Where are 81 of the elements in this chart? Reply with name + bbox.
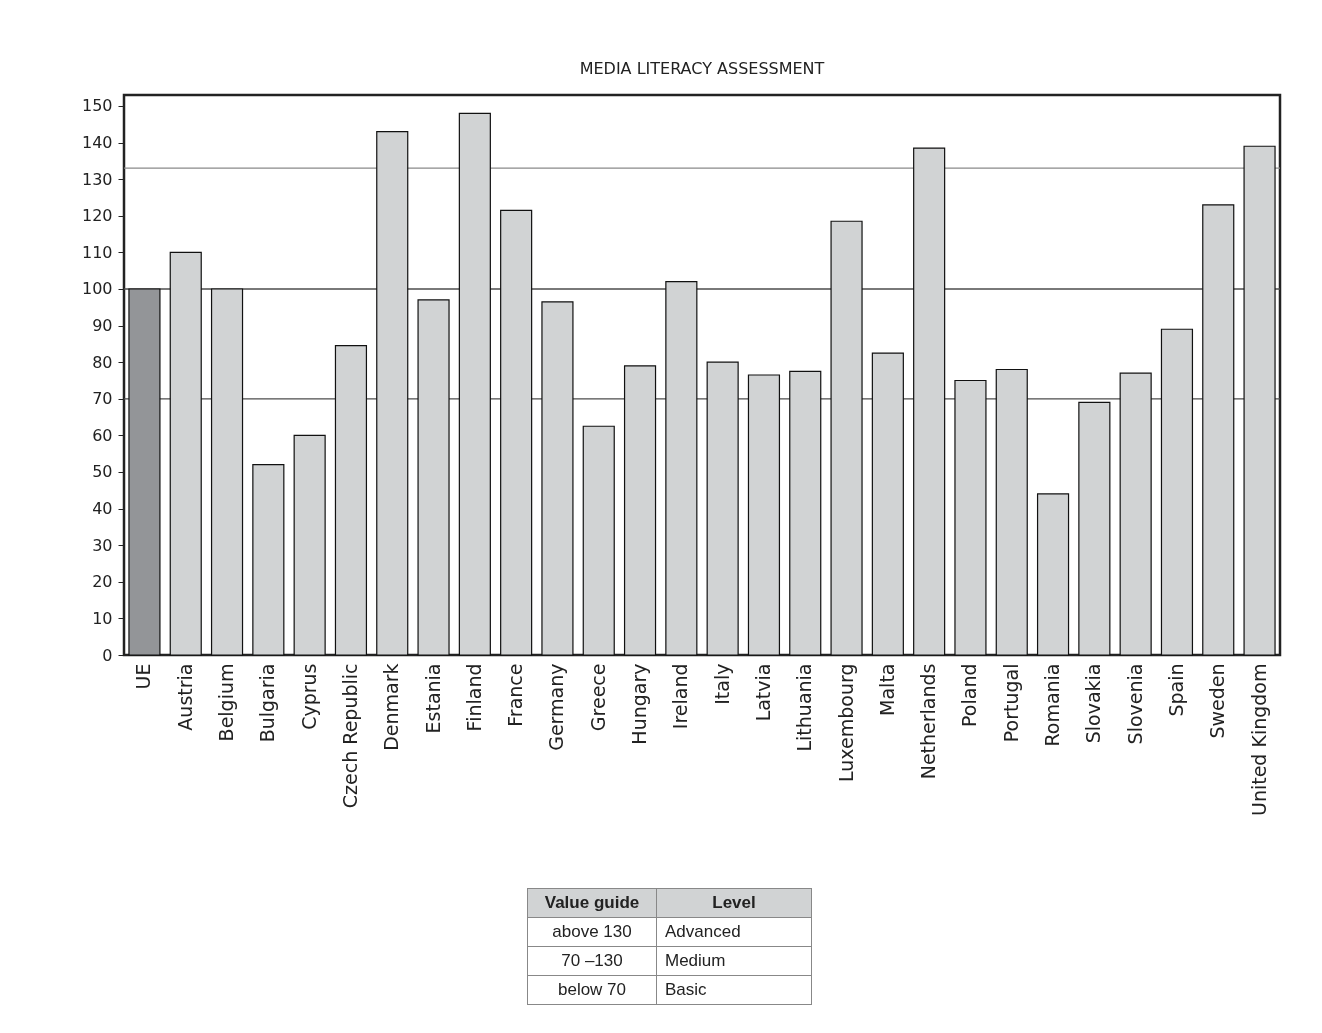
y-tick-label: 0 xyxy=(102,645,113,665)
text: above 130 xyxy=(527,917,657,947)
bar xyxy=(830,220,863,656)
bar xyxy=(913,147,946,656)
bar xyxy=(582,425,615,656)
bar xyxy=(1036,493,1070,656)
bar xyxy=(623,365,657,656)
x-tick-label: France xyxy=(504,663,527,727)
bar xyxy=(1202,204,1235,656)
y-tick-label: 30 xyxy=(92,535,113,555)
x-tick-label: Poland xyxy=(958,663,981,727)
x-tick-label: Denmark xyxy=(380,663,403,751)
x-tick-label: Hungary xyxy=(628,663,651,745)
x-tick-label: United Kingdom xyxy=(1247,663,1270,817)
bar xyxy=(1078,401,1111,656)
bar xyxy=(376,131,409,656)
x-tick-label: Estania xyxy=(421,663,444,734)
x-tick-label: Malta xyxy=(875,663,898,716)
bar xyxy=(706,361,739,656)
x-tick-label: Belgium xyxy=(215,663,238,742)
bar xyxy=(747,374,781,656)
x-tick-label: Finland xyxy=(462,663,485,732)
x-tick-label: Romania xyxy=(1041,663,1064,747)
text: below 70 xyxy=(527,975,657,1005)
y-tick-label: 80 xyxy=(92,352,113,372)
bar xyxy=(541,301,574,656)
bar xyxy=(1160,328,1194,656)
x-tick-label: Slovenia xyxy=(1123,663,1146,745)
bar xyxy=(789,370,822,656)
x-tick-label: Portugal xyxy=(999,663,1022,743)
x-tick-label: Germany xyxy=(545,663,568,751)
bar xyxy=(128,288,161,656)
y-tick-label: 60 xyxy=(92,425,113,445)
x-tick-label: Austria xyxy=(173,663,196,731)
bar xyxy=(995,368,1028,656)
bar xyxy=(871,352,904,656)
x-tick-label: Spain xyxy=(1164,663,1187,717)
y-tick-label: 40 xyxy=(92,499,113,519)
y-tick-label: 90 xyxy=(92,316,113,336)
bar xyxy=(252,464,285,656)
bar xyxy=(169,251,202,656)
x-tick-label: Luxembourg xyxy=(834,663,857,782)
text: Value guide xyxy=(527,888,657,918)
y-tick-label: 110 xyxy=(81,242,113,262)
y-tick-label: 150 xyxy=(81,96,113,116)
bar xyxy=(417,299,450,656)
bar xyxy=(500,209,533,656)
text: Level xyxy=(656,888,812,918)
bar xyxy=(1119,372,1152,656)
x-tick-label: Lithuania xyxy=(793,663,816,752)
x-tick-label: Greece xyxy=(586,663,609,732)
text: Basic xyxy=(656,975,812,1005)
y-tick-label: 100 xyxy=(81,279,113,299)
x-tick-label: UE xyxy=(132,663,155,690)
y-tick-label: 140 xyxy=(81,133,113,153)
bar xyxy=(1243,145,1276,656)
x-tick-label: Ireland xyxy=(669,663,692,730)
x-tick-label: Slovakia xyxy=(1082,663,1105,744)
y-tick-label: 20 xyxy=(92,572,113,592)
x-tick-label: Bulgaria xyxy=(256,663,279,743)
x-tick-label: Czech Republic xyxy=(338,663,361,809)
bar xyxy=(293,434,326,656)
text: Medium xyxy=(656,946,812,976)
x-tick-label: Netherlands xyxy=(917,663,940,780)
y-tick-label: 130 xyxy=(81,169,113,189)
chart-title: MEDIA LITERACY ASSESSMENT xyxy=(579,59,825,78)
x-tick-label: Sweden xyxy=(1206,663,1229,739)
bar xyxy=(458,112,491,656)
bar xyxy=(954,379,987,656)
bar xyxy=(210,288,244,656)
y-tick-label: 10 xyxy=(92,608,113,628)
x-tick-label: Latvia xyxy=(751,663,774,722)
text: 70 –130 xyxy=(527,946,657,976)
bar xyxy=(665,281,698,656)
x-tick-label: Italy xyxy=(710,663,733,705)
bar xyxy=(334,345,368,656)
x-tick-label: Cyprus xyxy=(297,663,320,730)
y-tick-label: 70 xyxy=(92,389,113,409)
text: Advanced xyxy=(656,917,812,947)
y-tick-label: 120 xyxy=(81,206,113,226)
y-tick-label: 50 xyxy=(92,462,113,482)
